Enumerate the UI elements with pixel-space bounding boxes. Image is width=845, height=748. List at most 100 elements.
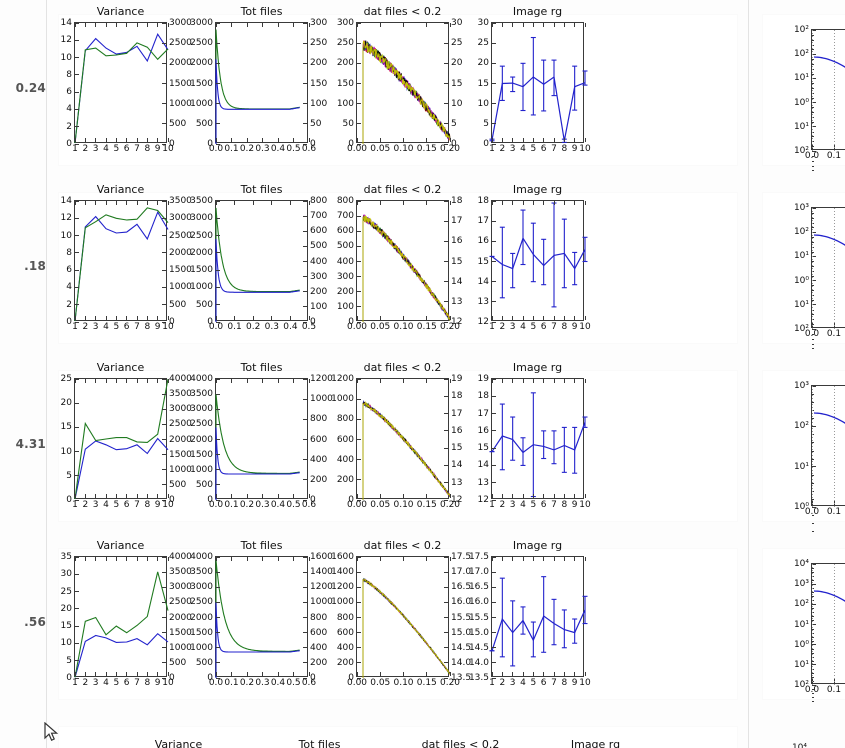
y-tick-mark — [812, 603, 816, 605]
x-tick-mark-top — [543, 379, 545, 383]
y-tick-mark — [216, 83, 220, 84]
y-tick-mark — [357, 459, 361, 461]
result-row[interactable]: .56 Variance 0 5 10 15 20 25 30 35 0 500 1000 1500 200… — [0, 534, 845, 713]
y2-tick-label: 100 — [310, 98, 328, 109]
y-tick-mark — [812, 77, 816, 79]
y-minor-tick — [812, 660, 814, 662]
y2-tick-mark — [162, 617, 166, 618]
series-yellow — [362, 215, 451, 322]
x-tick-mark-top — [426, 557, 428, 561]
result-row[interactable]: 0.24 Variance 0 2 4 6 8 10 12 14 0 500 1000 1500 2000 2… — [0, 0, 845, 179]
y2-tick-mark — [444, 301, 448, 303]
y2-tick-label: 1000 — [169, 98, 192, 109]
y-minor-tick — [812, 217, 814, 219]
y-tick-mark — [216, 269, 220, 271]
y2-tick-mark — [444, 647, 448, 649]
result-row[interactable]: .18 Variance 0 2 4 6 8 10 12 14 0 500 1000 1500 2000 25… — [0, 178, 845, 357]
y-minor-tick — [812, 701, 814, 703]
x-tick-mark-top — [308, 23, 310, 27]
y-tick-label: 10⁰ — [793, 97, 809, 108]
x-tick-mark — [543, 494, 545, 498]
y2-tick-label: 2000 — [169, 434, 192, 445]
grid-line — [812, 564, 813, 685]
y2-tick-mark — [303, 261, 307, 262]
x-tick-mark-top — [126, 201, 128, 205]
x-tick-mark-top — [532, 379, 534, 383]
y-tick-label: 1600 — [331, 552, 354, 562]
y2-tick-label: 14.5 — [451, 642, 472, 653]
x-tick-label: 7 — [551, 144, 557, 154]
y-tick-label: 2 — [66, 121, 72, 132]
y2-tick-mark — [162, 321, 166, 323]
x-tick-mark-top — [356, 23, 358, 27]
y2-tick-label: 1000 — [310, 597, 333, 608]
result-row[interactable]: Variance20Tot files4500dat files < 0.218… — [0, 712, 845, 748]
y-tick-label: 100 — [336, 98, 354, 109]
x-tick-mark — [167, 672, 169, 676]
x-tick-mark — [491, 672, 493, 676]
y2-tick-label: 12 — [451, 495, 463, 505]
y-tick-mark — [357, 677, 361, 679]
x-tick-mark — [234, 316, 236, 320]
y-tick-mark — [492, 430, 496, 432]
x-tick-mark-top — [426, 379, 428, 383]
plot-area-variance: 0 5 10 15 20 25 30 35 0 500 1000 1500 2000 2500 3000 35… — [61, 552, 192, 688]
x-tick-mark — [136, 316, 138, 320]
y-tick-label: 10⁴ — [791, 743, 807, 748]
y-tick-label: 10¹ — [793, 121, 809, 132]
x-tick-mark — [356, 672, 358, 676]
row-figure[interactable] — [58, 726, 738, 748]
y-tick-mark — [492, 464, 496, 466]
y2-tick-label: 0 — [169, 139, 175, 149]
y-tick-mark — [357, 276, 361, 278]
y-tick-mark — [812, 29, 816, 31]
x-tick-mark-top — [532, 557, 534, 561]
y-tick-label: 10³ — [793, 203, 809, 213]
y-tick-label: 300 — [336, 271, 354, 282]
y-tick-mark — [492, 482, 496, 484]
y-tick-mark — [492, 281, 496, 283]
x-tick-label: 10 — [579, 144, 591, 154]
x-tick-label: 0.0 — [804, 151, 820, 161]
error-bar — [499, 65, 505, 101]
x-tick-label: 3 — [509, 322, 516, 332]
plot-area-image_rg: 13.5 14.0 14.5 15.0 15.5 16.0 16.5 17.0 17.5 1 2 3 4… — [469, 552, 591, 688]
x-tick-label: 4 — [103, 500, 109, 510]
x-tick-mark-top — [115, 201, 117, 205]
plot-area-variance: 0 5 10 15 20 25 0 500 1000 1500 2000 2500 3000 3500 40… — [61, 374, 192, 510]
x-tick-mark — [522, 138, 524, 142]
y2-tick-label: 1600 — [310, 552, 333, 562]
y2-tick-mark — [444, 240, 448, 242]
error-bar — [551, 430, 557, 465]
x-tick-mark-top — [246, 23, 248, 27]
plot-area-tot_files: 0 500 1000 1500 2000 2500 3000 3500 4000 0 200 400 6… — [190, 552, 333, 688]
y-tick-label: 14 — [477, 460, 489, 471]
x-tick-mark — [231, 138, 232, 142]
x-tick-mark — [136, 672, 138, 676]
row-value-label: .56 — [24, 615, 46, 629]
row-value-label: .18 — [24, 259, 46, 273]
x-tick-mark — [115, 138, 117, 142]
y-tick-mark — [492, 662, 496, 664]
panel-title: Image rg — [512, 539, 563, 552]
panel-title: Tot files — [240, 539, 283, 552]
result-row[interactable]: 4.31 Variance 0 5 10 15 20 25 0 500 1000 1500 2000 25… — [0, 356, 845, 541]
y-minor-tick — [812, 295, 814, 297]
x-tick-label: 5 — [113, 678, 120, 688]
x-tick-label: 6 — [540, 500, 547, 510]
x-tick-mark-top — [522, 379, 524, 383]
y2-tick-mark — [162, 143, 166, 145]
y-minor-tick — [812, 44, 814, 46]
error-bar — [582, 70, 588, 86]
y-minor-tick — [812, 324, 814, 326]
y2-tick-label: 150 — [310, 78, 328, 89]
series-black — [362, 215, 451, 322]
panel-log-decay: 10³ 10² 10¹ 10⁰ 0.0 0.1 — [762, 370, 845, 541]
error-bar — [541, 238, 547, 286]
y2-tick-label: 13 — [451, 477, 463, 488]
y-tick-mark — [357, 662, 361, 664]
error-bar — [551, 598, 557, 646]
x-tick-label: 0.1 — [826, 329, 842, 339]
panel-log-decay: 10² 10² 10¹ 10⁰ 10¹ 10² 0.0 0.1 — [762, 14, 845, 172]
y-tick-mark — [75, 402, 79, 404]
